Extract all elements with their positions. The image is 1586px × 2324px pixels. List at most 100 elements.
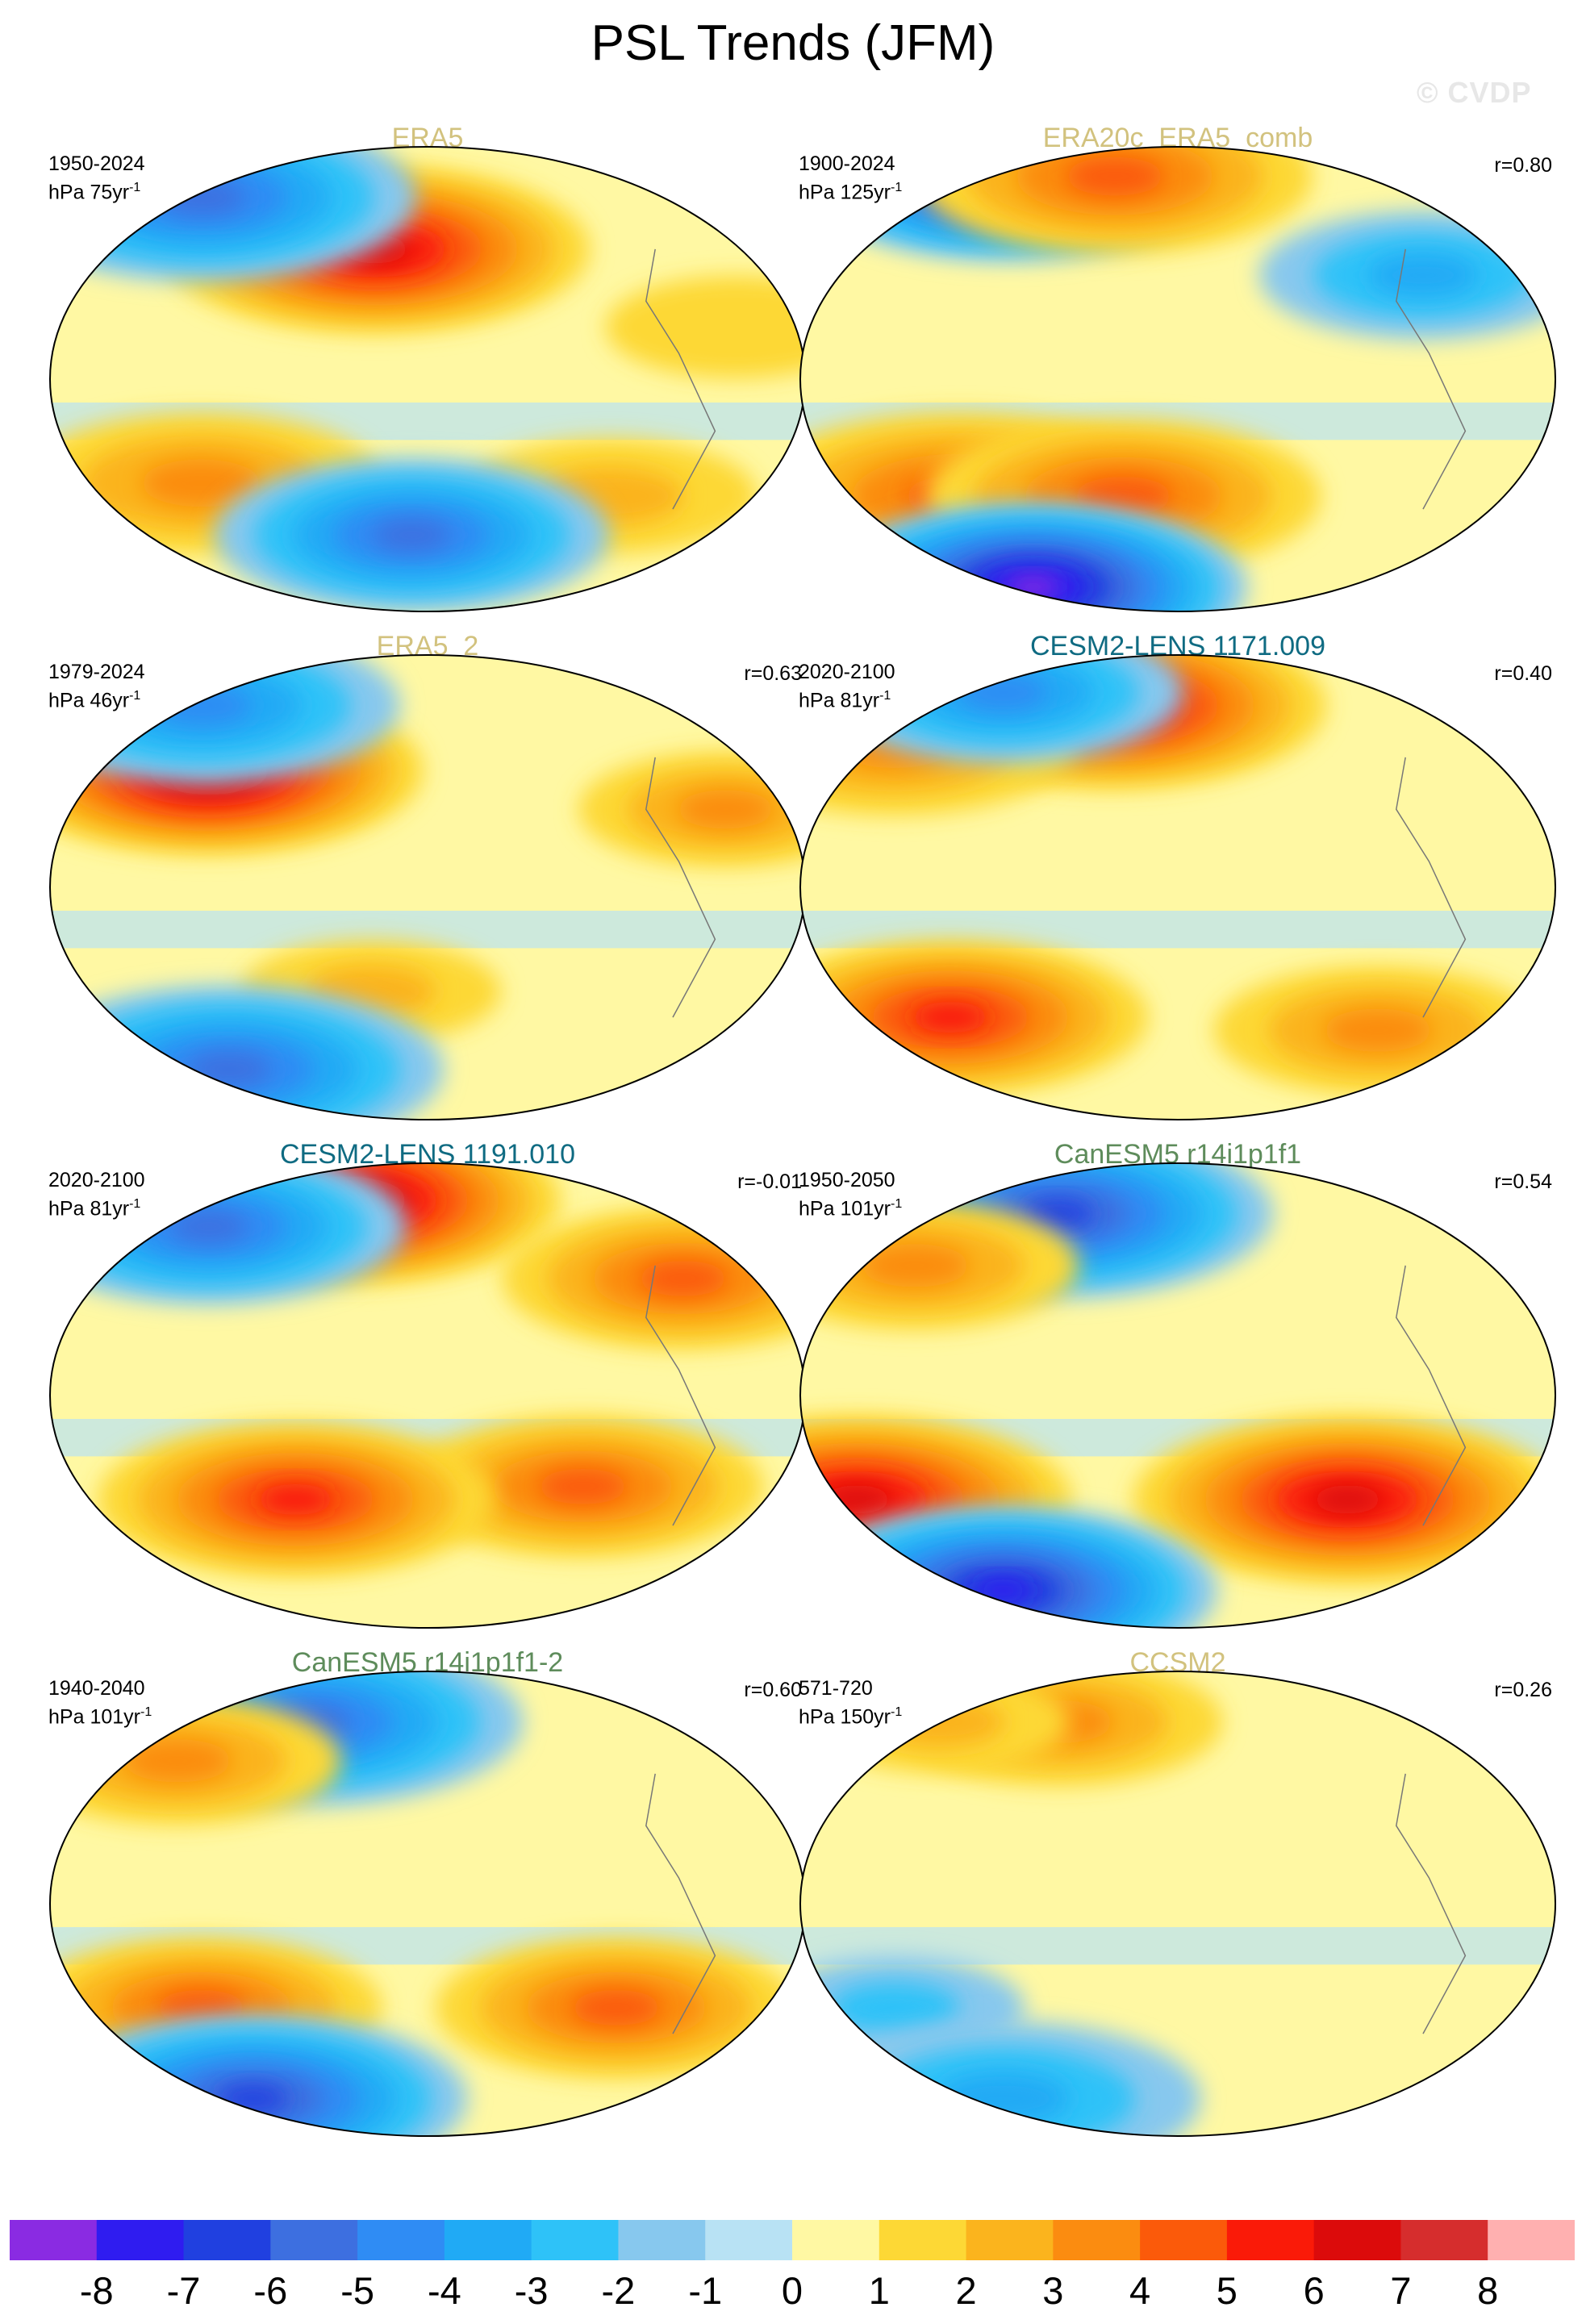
colorbar-tick-label: 1 (868, 2269, 890, 2312)
colorbar-swatch (1313, 2220, 1401, 2260)
coastline (1396, 248, 1467, 510)
coastline (645, 757, 716, 1018)
colorbar-swatch (618, 2220, 706, 2260)
panel-units: hPa 75yr-1 (48, 176, 140, 204)
anomaly-contour (140, 459, 261, 507)
colorbar-swatch (357, 2220, 445, 2260)
colorbar (10, 2220, 1575, 2260)
colorbar-labels: -8 -7 -6 -5 -4 -3 -2 -1 0 1 2 3 4 5 6 7 8 (10, 2268, 1575, 2317)
trend-anomaly (435, 1936, 797, 2079)
colorbar-tick-label: 4 (1129, 2269, 1151, 2312)
units-value: 101yr (840, 1197, 891, 1220)
units-prefix: hPa (48, 1197, 90, 1220)
units-value: 46yr (90, 689, 130, 712)
units-exponent: -1 (129, 1197, 141, 1211)
anomaly-contour (1073, 476, 1173, 516)
anomaly-contour (1312, 1485, 1384, 1514)
trend-anomaly (214, 457, 610, 611)
coastline (645, 1265, 716, 1526)
map-border (799, 1162, 1556, 1629)
anomaly-contour (1065, 156, 1165, 196)
colorbar-tick-label: 5 (1216, 2269, 1237, 2312)
trend-anomaly (1259, 211, 1555, 340)
units-value: 75yr (90, 181, 130, 204)
units-value: 81yr (90, 1197, 130, 1220)
colorbar-tick-label: -2 (601, 2269, 636, 2312)
colorbar-swatch (705, 2220, 793, 2260)
anomaly-contour (570, 1989, 662, 2026)
anomaly-contour (256, 1483, 336, 1516)
anomaly-contour (169, 1211, 249, 1242)
units-prefix: hPa (799, 181, 841, 204)
units-exponent: -1 (129, 689, 141, 703)
panel-units: hPa 81yr-1 (48, 1192, 140, 1220)
colorbar-tick-label: -7 (166, 2269, 201, 2312)
cvdp-watermark: © CVDP (1417, 76, 1532, 109)
coastline (1396, 1265, 1467, 1526)
colorbar-tick-label: -3 (514, 2269, 549, 2312)
anomaly-contour (159, 180, 246, 215)
units-exponent: -1 (890, 1705, 903, 1719)
colorbar-tick-label: 3 (1042, 2269, 1064, 2312)
panel-period: 2020-2100 (48, 1169, 145, 1191)
panel-correlation: r=0.26 (1494, 1679, 1552, 1701)
colorbar-swatch (96, 2220, 185, 2260)
anomaly-contour (829, 1982, 960, 2034)
anomaly-contour (217, 2084, 289, 2113)
anomaly-contour (1323, 1008, 1433, 1052)
trend-map (49, 1671, 806, 2137)
anomaly-contour (123, 1739, 232, 1783)
figure-title: PSL Trends (JFM) (591, 15, 995, 71)
panel-period: 1900-2024 (799, 152, 895, 175)
units-exponent: -1 (879, 689, 891, 703)
panel-units: hPa 101yr-1 (799, 1192, 902, 1220)
units-prefix: hPa (48, 689, 90, 712)
units-value: 125yr (840, 181, 891, 204)
colorbar-tick-label: -8 (79, 2269, 114, 2312)
colorbar-tick-label: 2 (955, 2269, 977, 2312)
colorbar-tick-label: -1 (688, 2269, 723, 2312)
units-prefix: hPa (48, 181, 90, 204)
anomaly-contour (972, 1578, 1034, 1603)
panel-period: 1940-2040 (48, 1677, 145, 1700)
trend-map (799, 1671, 1556, 2137)
panel-correlation: r=0.63 (744, 662, 802, 685)
colorbar-tick-label: -6 (253, 2269, 288, 2312)
panel-period: 1950-2050 (799, 1169, 895, 1191)
colorbar-tick-label: -5 (340, 2269, 374, 2312)
colorbar-swatch (270, 2220, 358, 2260)
panel-period: 571-720 (799, 1677, 873, 1700)
map-panel: CanESM5 r14i1p1f1-2 1940-2040 hPa 101yr-1 r… (48, 1646, 807, 2146)
panel-correlation: r=0.60 (744, 1679, 802, 1701)
units-exponent: -1 (129, 181, 141, 194)
anomaly-contour (637, 1261, 728, 1296)
map-panel: ERA5_2 1979-2024 hPa 46yr-1 r=0.63 (48, 629, 807, 1129)
anomaly-contour (809, 1671, 1070, 1773)
coastline (1396, 1773, 1467, 2034)
units-value: 101yr (90, 1705, 140, 1729)
units-prefix: hPa (799, 1705, 841, 1729)
panel-correlation: r=0.80 (1494, 154, 1552, 177)
anomaly-contour (372, 519, 452, 551)
units-exponent: -1 (890, 1197, 903, 1211)
colorbar-swatch (1488, 2220, 1575, 2260)
coastline (645, 1773, 716, 2034)
trend-anomaly (1214, 966, 1542, 1095)
anomaly-contour (937, 2072, 1070, 2125)
panel-correlation: r=-0.01 (737, 1170, 802, 1193)
units-exponent: -1 (140, 1705, 152, 1719)
colorbar-swatch (1140, 2220, 1228, 2260)
units-prefix: hPa (799, 1197, 841, 1220)
colorbar-swatch (10, 2220, 98, 2260)
trend-map (49, 1162, 806, 1629)
trend-map (49, 654, 806, 1120)
trend-anomaly (98, 1421, 494, 1578)
trend-anomaly (1133, 1415, 1555, 1584)
map-band (50, 911, 805, 949)
panel-correlation: r=0.54 (1494, 1170, 1552, 1193)
trend-anomaly (402, 1415, 764, 1558)
panel-units: hPa 101yr-1 (48, 1700, 152, 1729)
anomaly-contour (1022, 1200, 1095, 1228)
trend-map (799, 654, 1556, 1120)
colorbar-swatch (792, 2220, 880, 2260)
